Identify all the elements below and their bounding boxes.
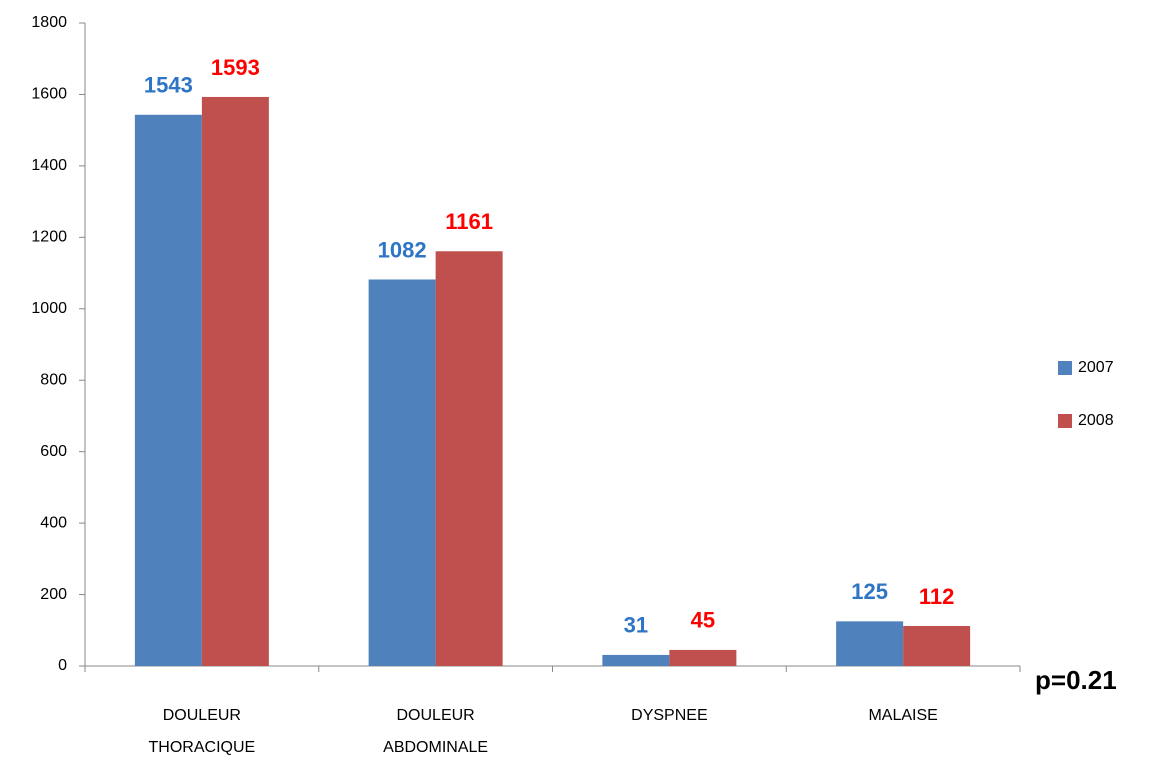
x-tick-label: MALAISE: [868, 707, 938, 724]
y-tick-label: 200: [40, 586, 67, 603]
y-tick-label: 0: [58, 657, 67, 674]
legend-label: 2008: [1078, 412, 1114, 429]
x-tick-label: DYSPNEE: [631, 707, 708, 724]
value-label: 1161: [445, 209, 493, 234]
y-tick-label: 1000: [31, 300, 67, 317]
y-tick-label: 1400: [31, 157, 67, 174]
x-tick-label: DOULEUR ABDOMINALE: [383, 707, 489, 756]
bar: [903, 625, 971, 666]
bar: [201, 96, 269, 666]
value-label: 1082: [378, 237, 427, 262]
annotation: p=0.21: [1035, 665, 1117, 695]
y-tick-label: 1200: [31, 229, 67, 246]
bar: [368, 279, 436, 666]
value-label: 31: [624, 613, 648, 638]
value-label: 112: [919, 584, 955, 609]
y-tick-label: 800: [40, 371, 67, 388]
y-tick-label: 1600: [31, 86, 67, 103]
y-tick-label: 1800: [31, 14, 67, 31]
bar: [134, 114, 202, 667]
value-label: 1593: [211, 55, 260, 80]
legend-label: 2007: [1078, 359, 1114, 376]
bar: [836, 621, 904, 666]
legend-swatch: [1058, 361, 1072, 375]
legend-swatch: [1058, 414, 1072, 428]
y-tick-label: 400: [40, 514, 67, 531]
value-label: 125: [851, 579, 888, 604]
x-tick-label: DOULEUR THORACIQUE: [148, 707, 256, 756]
bar: [602, 654, 670, 666]
value-label: 45: [691, 608, 715, 633]
bar: [435, 251, 503, 666]
value-label: 1543: [144, 73, 193, 98]
y-tick-label: 600: [40, 443, 67, 460]
bar: [669, 649, 737, 666]
